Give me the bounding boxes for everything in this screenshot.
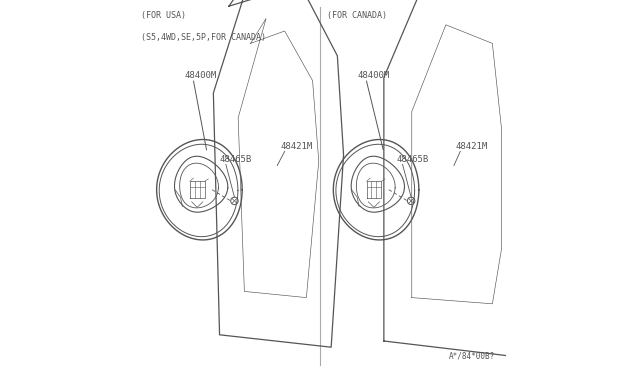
Text: 48421M: 48421M [281, 142, 313, 151]
Text: 48465B: 48465B [220, 155, 252, 164]
Text: (FOR CANADA): (FOR CANADA) [328, 11, 387, 20]
Text: (FOR USA): (FOR USA) [141, 11, 186, 20]
Text: (S5,4WD,SE,5P,FOR CANADA): (S5,4WD,SE,5P,FOR CANADA) [141, 33, 266, 42]
Text: A*/84*00B?: A*/84*00B? [449, 352, 495, 361]
Text: 48400M: 48400M [184, 71, 216, 80]
Text: 48421M: 48421M [456, 142, 488, 151]
Text: 48400M: 48400M [357, 71, 390, 80]
Text: 48465B: 48465B [396, 155, 429, 164]
